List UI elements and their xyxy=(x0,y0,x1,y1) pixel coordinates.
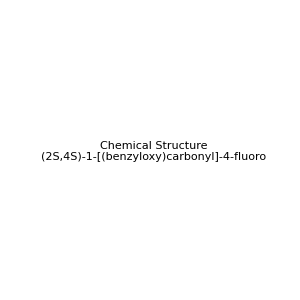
Text: Chemical Structure
(2S,4S)-1-[(benzyloxy)carbonyl]-4-fluoro: Chemical Structure (2S,4S)-1-[(benzyloxy… xyxy=(41,141,266,162)
